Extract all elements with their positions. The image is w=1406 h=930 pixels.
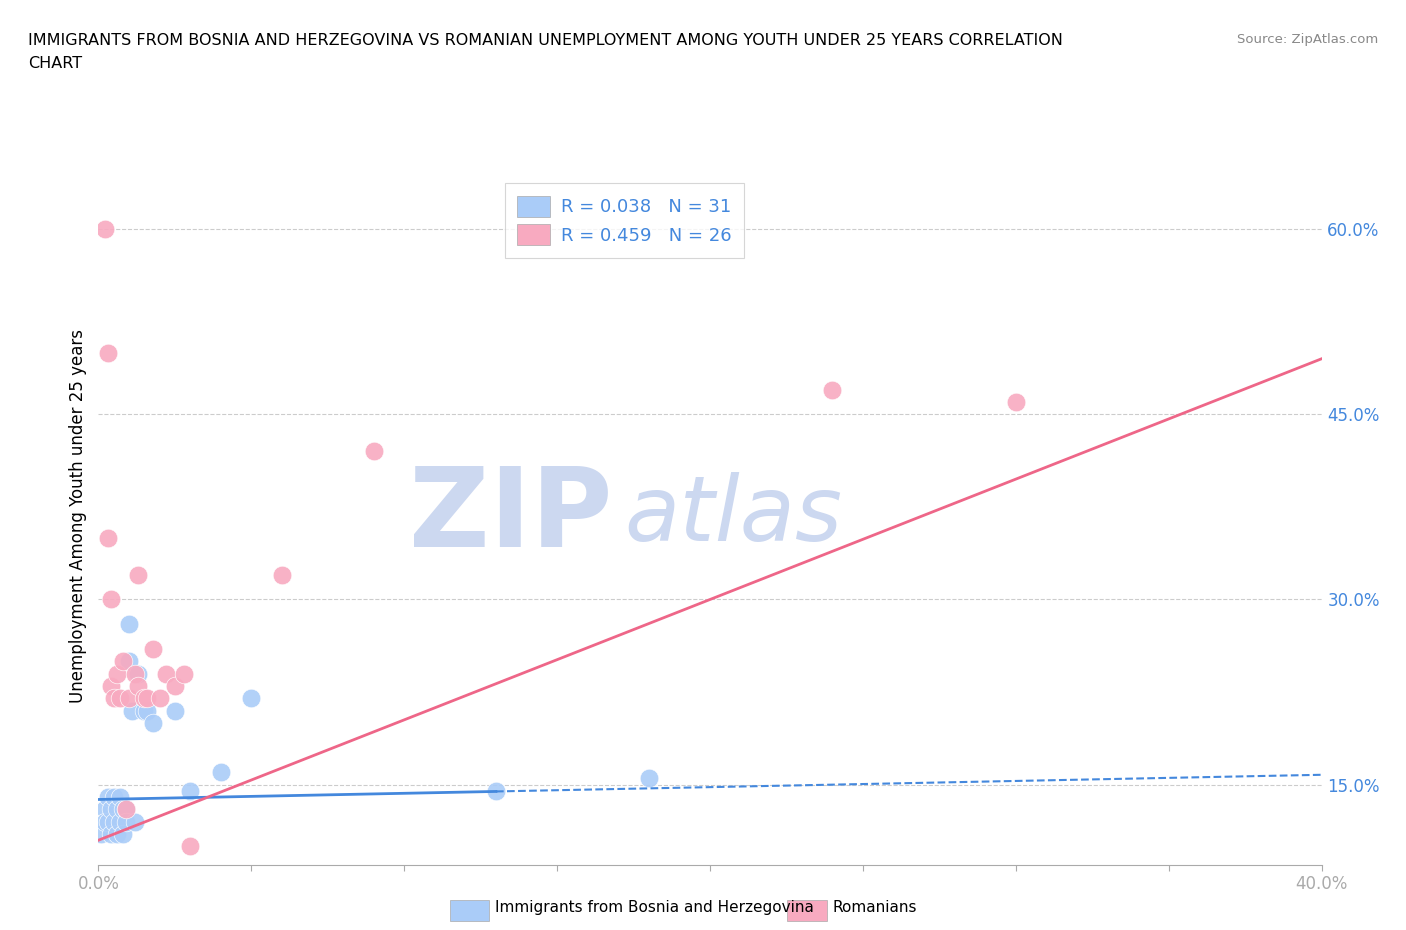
Point	[97, 815, 120, 830]
Point	[90, 827, 112, 842]
Point	[105, 802, 128, 817]
Point	[179, 783, 201, 798]
Point	[136, 703, 159, 718]
Point	[108, 691, 131, 706]
Point	[173, 666, 195, 681]
Point	[111, 802, 134, 817]
Point	[240, 691, 263, 706]
Text: IMMIGRANTS FROM BOSNIA AND HERZEGOVINA VS ROMANIAN UNEMPLOYMENT AMONG YOUTH UNDE: IMMIGRANTS FROM BOSNIA AND HERZEGOVINA V…	[28, 33, 1063, 47]
Point	[209, 764, 232, 779]
Point	[134, 703, 156, 718]
Point	[136, 691, 159, 706]
Point	[124, 666, 146, 681]
Point	[105, 666, 128, 681]
Point	[108, 815, 131, 830]
Text: CHART: CHART	[28, 56, 82, 71]
Point	[100, 679, 122, 694]
Text: Romanians: Romanians	[832, 900, 917, 915]
Legend: R = 0.038   N = 31, R = 0.459   N = 26: R = 0.038 N = 31, R = 0.459 N = 26	[505, 183, 744, 258]
Point	[142, 642, 165, 657]
Point	[103, 691, 125, 706]
Point	[103, 790, 125, 804]
Point	[637, 771, 661, 786]
Point	[115, 802, 138, 817]
Text: atlas: atlas	[624, 472, 842, 560]
Point	[127, 666, 149, 681]
Point	[127, 679, 149, 694]
Point	[115, 815, 138, 830]
Point	[93, 802, 115, 817]
Point	[111, 827, 134, 842]
Point	[115, 802, 138, 817]
Point	[124, 815, 146, 830]
Text: Source: ZipAtlas.com: Source: ZipAtlas.com	[1237, 33, 1378, 46]
Point	[363, 444, 385, 458]
Point	[93, 221, 115, 236]
Point	[111, 654, 134, 669]
Point	[1004, 394, 1026, 409]
Text: Immigrants from Bosnia and Herzegovina: Immigrants from Bosnia and Herzegovina	[495, 900, 814, 915]
Point	[100, 592, 122, 607]
Point	[118, 654, 141, 669]
Point	[93, 815, 115, 830]
Point	[127, 567, 149, 582]
Point	[103, 815, 125, 830]
Point	[163, 679, 186, 694]
Point	[270, 567, 292, 582]
Point	[105, 827, 128, 842]
Point	[97, 790, 120, 804]
Point	[149, 691, 172, 706]
Point	[108, 790, 131, 804]
Point	[134, 691, 156, 706]
Point	[155, 666, 177, 681]
Point	[118, 617, 141, 631]
Point	[97, 345, 120, 360]
Text: ZIP: ZIP	[409, 462, 612, 570]
Y-axis label: Unemployment Among Youth under 25 years: Unemployment Among Youth under 25 years	[69, 329, 87, 703]
Point	[121, 703, 143, 718]
Point	[821, 382, 844, 397]
Point	[142, 715, 165, 730]
Point	[118, 691, 141, 706]
Point	[100, 802, 122, 817]
Point	[485, 783, 508, 798]
Point	[100, 827, 122, 842]
Point	[97, 530, 120, 545]
Point	[163, 703, 186, 718]
Point	[179, 839, 201, 854]
